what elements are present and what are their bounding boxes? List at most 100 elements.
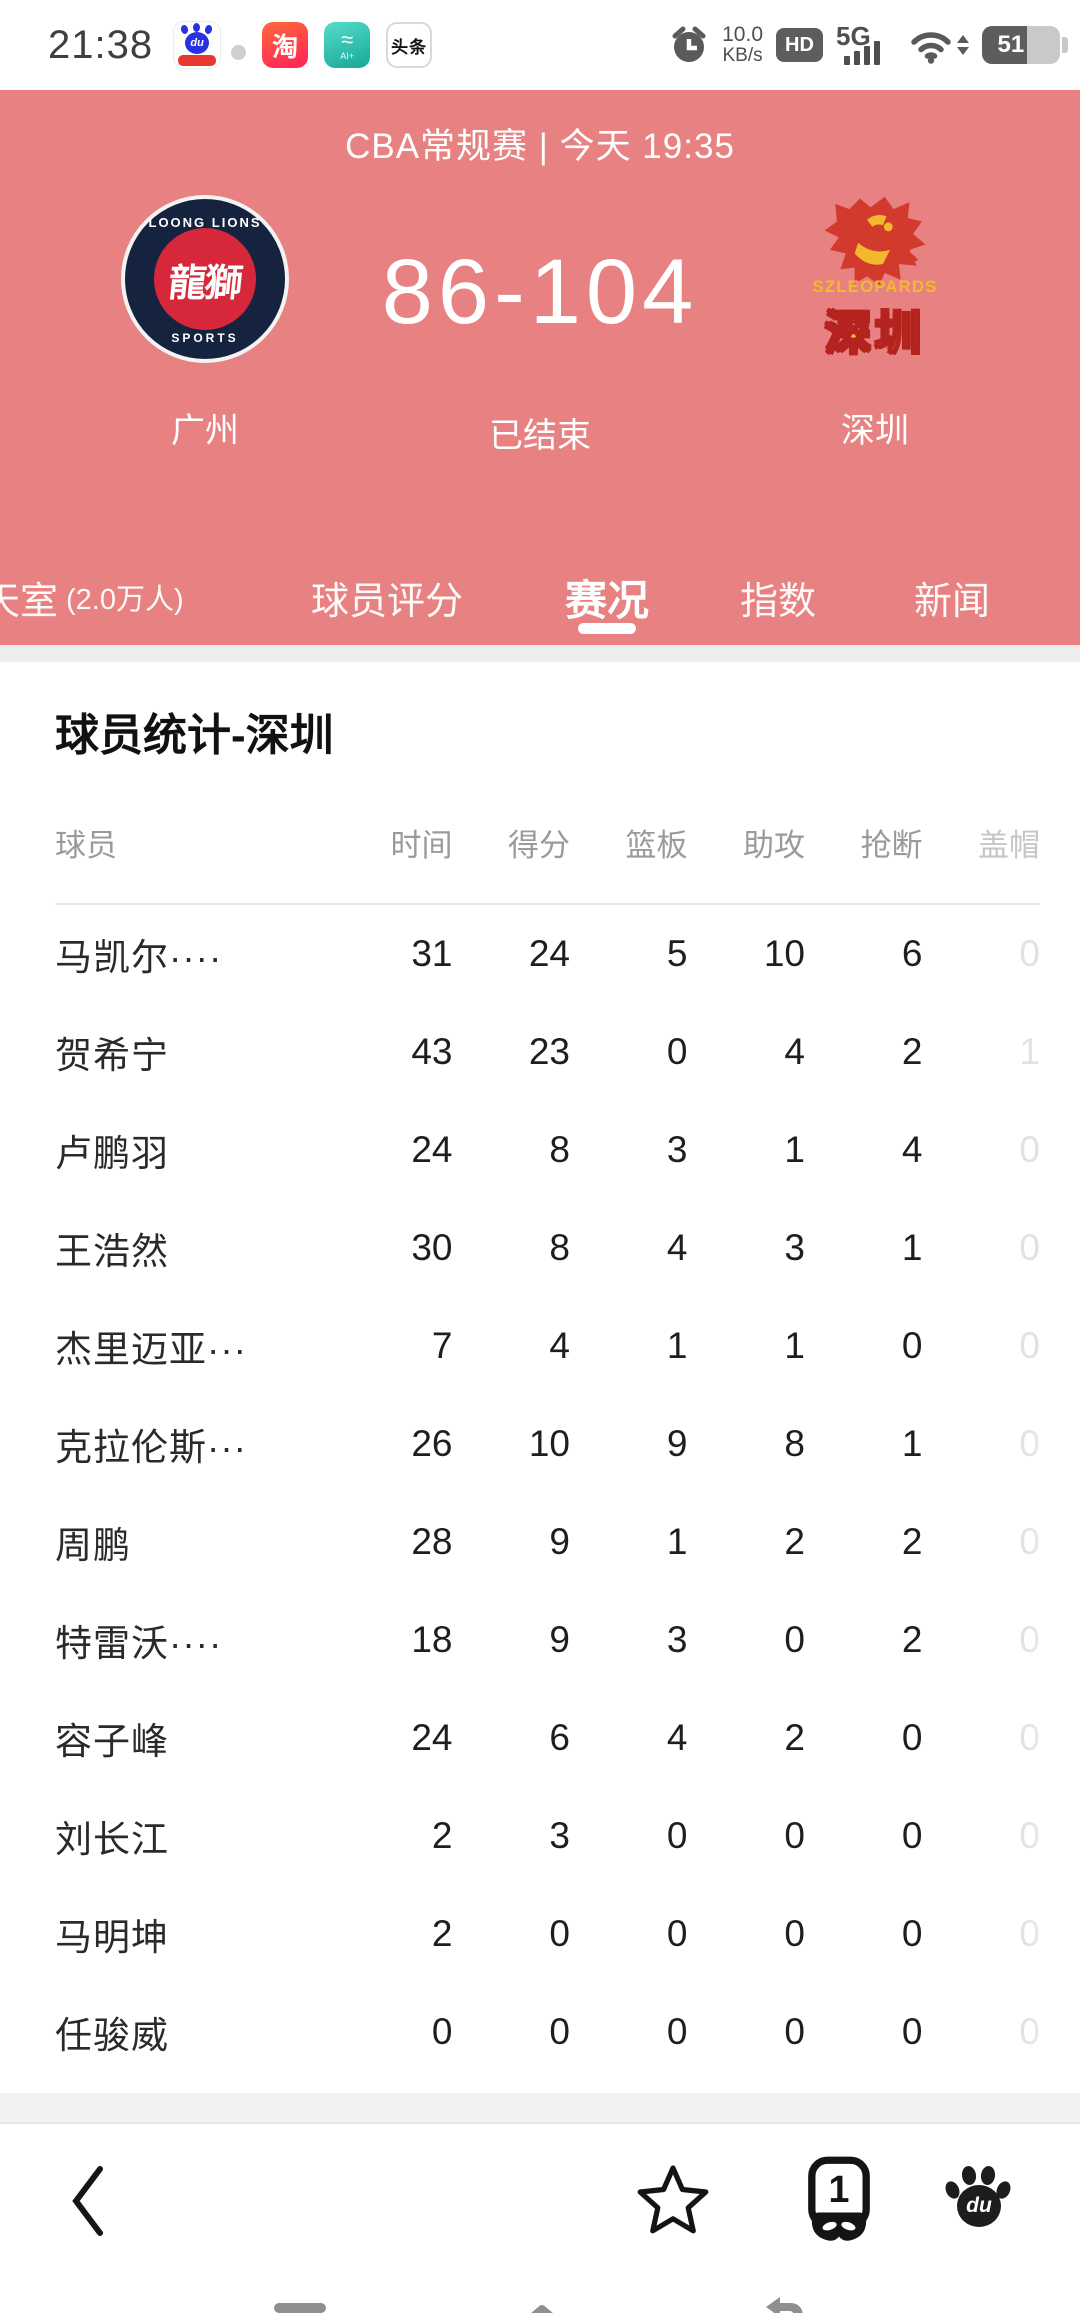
table-row[interactable]: 周鹏 28 9 1 2 2 0 bbox=[55, 1493, 1040, 1591]
tab-chatroom[interactable]: 天室 (2.0万人) bbox=[0, 580, 184, 623]
stat-blocks: 0 bbox=[1019, 1227, 1040, 1268]
player-name: 特雷沃···· bbox=[55, 1623, 223, 1664]
stat-points: 10 bbox=[528, 1423, 570, 1464]
player-name: 王浩然 bbox=[55, 1231, 169, 1272]
paw-toe-icon bbox=[193, 23, 201, 32]
stat-steals: 0 bbox=[901, 1325, 923, 1366]
stat-points: 9 bbox=[549, 1619, 570, 1660]
col-steals: 抢断 bbox=[860, 828, 923, 863]
stat-steals: 0 bbox=[901, 1717, 923, 1758]
bottom-separator-band bbox=[0, 2093, 1080, 2122]
match-header: CBA常规赛 | 今天 19:35 LOONG LIONS 龍獅 SPORTS … bbox=[0, 90, 1080, 645]
stat-points: 8 bbox=[549, 1227, 570, 1268]
battery-nub bbox=[1062, 37, 1068, 53]
table-row[interactable]: 卢鹏羽 24 8 3 1 4 0 bbox=[55, 1101, 1040, 1199]
col-assists: 助攻 bbox=[743, 828, 805, 863]
player-name: 贺希宁 bbox=[55, 1035, 169, 1076]
stat-assists: 0 bbox=[784, 2011, 805, 2052]
table-row[interactable]: 刘长江 2 3 0 0 0 0 bbox=[55, 1787, 1040, 1885]
table-row[interactable]: 贺希宁 43 23 0 4 2 1 bbox=[55, 1003, 1040, 1101]
table-row[interactable]: 容子峰 24 6 4 2 0 0 bbox=[55, 1689, 1040, 1787]
table-divider bbox=[55, 903, 1040, 905]
stat-rebounds: 0 bbox=[666, 1031, 688, 1072]
competition-title: CBA常规赛 | 今天 19:35 bbox=[345, 127, 735, 166]
notification-overflow-dot bbox=[231, 44, 247, 60]
stat-time: 24 bbox=[411, 1129, 453, 1170]
stat-rebounds: 4 bbox=[666, 1717, 688, 1758]
stat-points: 3 bbox=[549, 1815, 570, 1856]
stat-rebounds: 1 bbox=[666, 1521, 688, 1562]
tab-match-status[interactable]: 赛况 bbox=[564, 576, 650, 624]
status-icons: 10.0 KB/s HD 5G 51 bbox=[669, 21, 1068, 67]
wifi-icon bbox=[907, 24, 969, 66]
stat-points: 8 bbox=[549, 1129, 570, 1170]
battery-level: 51 bbox=[982, 26, 1028, 64]
paw-toe-icon bbox=[180, 24, 190, 35]
stat-points: 6 bbox=[549, 1717, 570, 1758]
stat-rebounds: 0 bbox=[666, 1815, 688, 1856]
baidu-paw-button[interactable]: du bbox=[942, 2164, 1015, 2230]
match-status: 已结束 bbox=[489, 417, 591, 455]
player-name: 卢鹏羽 bbox=[55, 1133, 169, 1174]
stats-table-header: 球员 时间 得分 篮板 助攻 抢断 盖帽 bbox=[55, 820, 1040, 865]
paw-toe-icon bbox=[204, 24, 214, 35]
clock-time: 21:38 bbox=[48, 22, 154, 67]
tab-count-button[interactable]: 1 bbox=[800, 2154, 878, 2246]
stat-assists: 10 bbox=[763, 933, 805, 974]
stat-steals: 2 bbox=[901, 1031, 923, 1072]
match-info: CBA常规赛 | 今天 19:35 LOONG LIONS 龍獅 SPORTS … bbox=[0, 90, 1080, 555]
table-row[interactable]: 特雷沃···· 18 9 3 0 2 0 bbox=[55, 1591, 1040, 1689]
hide-nav-button[interactable] bbox=[274, 2303, 326, 2313]
col-rebounds: 篮板 bbox=[625, 828, 688, 863]
player-name: 杰里迈亚··· bbox=[55, 1329, 247, 1370]
table-row[interactable]: 马明坤 2 0 0 0 0 0 bbox=[55, 1885, 1040, 1983]
stat-steals: 4 bbox=[901, 1129, 923, 1170]
stat-rebounds: 9 bbox=[666, 1423, 688, 1464]
table-row[interactable]: 马凯尔···· 31 24 5 10 6 0 bbox=[55, 905, 1040, 1003]
stat-rebounds: 4 bbox=[666, 1227, 688, 1268]
back-button[interactable] bbox=[68, 2164, 108, 2238]
stat-assists: 0 bbox=[784, 1619, 805, 1660]
stat-rebounds: 0 bbox=[666, 1913, 688, 1954]
away-team-name: 深圳 bbox=[841, 412, 909, 450]
player-name: 任骏威 bbox=[55, 2015, 169, 2056]
wifi-arcs-icon bbox=[911, 32, 951, 64]
stat-points: 0 bbox=[549, 1913, 570, 1954]
taobao-app-icon: 淘 bbox=[262, 22, 309, 68]
player-name: 克拉伦斯··· bbox=[55, 1427, 247, 1468]
stat-steals: 0 bbox=[901, 2011, 923, 2052]
player-name: 容子峰 bbox=[55, 1721, 169, 1762]
stat-points: 24 bbox=[528, 933, 570, 974]
wave-glyph-icon: ≈ bbox=[341, 27, 354, 52]
home-gesture-button[interactable] bbox=[518, 2303, 566, 2313]
away-team[interactable]: SZLEOPARDS 深圳 深圳 bbox=[730, 195, 1020, 452]
section-divider bbox=[0, 645, 1080, 662]
stat-assists: 0 bbox=[784, 1815, 805, 1856]
col-points: 得分 bbox=[508, 828, 570, 863]
baidu-app-icon: du bbox=[173, 21, 222, 69]
table-row[interactable]: 杰里迈亚··· 7 4 1 1 0 0 bbox=[55, 1297, 1040, 1395]
stat-rebounds: 5 bbox=[666, 933, 688, 974]
home-team-name: 广州 bbox=[171, 412, 239, 450]
stat-points: 4 bbox=[549, 1325, 570, 1366]
du-label: du bbox=[957, 2185, 1001, 2227]
table-row[interactable]: 王浩然 30 8 4 3 1 0 bbox=[55, 1199, 1040, 1297]
leopard-head-icon bbox=[824, 196, 926, 286]
stat-assists: 1 bbox=[784, 1325, 805, 1366]
stat-steals: 1 bbox=[901, 1423, 923, 1464]
stat-rebounds: 3 bbox=[666, 1619, 688, 1660]
notification-icons: du 淘 ≈ AI+ 头条 bbox=[173, 21, 433, 69]
stat-blocks: 0 bbox=[1019, 1423, 1040, 1464]
stat-steals: 0 bbox=[901, 1815, 923, 1856]
home-team[interactable]: LOONG LIONS 龍獅 SPORTS 广州 bbox=[60, 195, 350, 452]
favorite-star-button[interactable] bbox=[633, 2160, 713, 2240]
tab-news[interactable]: 新闻 bbox=[913, 580, 991, 623]
back-gesture-button[interactable] bbox=[752, 2295, 806, 2313]
tab-index[interactable]: 指数 bbox=[739, 580, 817, 623]
table-row[interactable]: 克拉伦斯··· 26 10 9 8 1 0 bbox=[55, 1395, 1040, 1493]
tab-player-ratings[interactable]: 球员评分 bbox=[310, 580, 464, 623]
cellular-signal-icon: 5G bbox=[836, 21, 894, 67]
table-row[interactable]: 任骏威 0 0 0 0 0 0 bbox=[55, 1983, 1040, 2081]
battery-body: 51 bbox=[982, 26, 1060, 64]
stat-time: 31 bbox=[411, 933, 453, 974]
